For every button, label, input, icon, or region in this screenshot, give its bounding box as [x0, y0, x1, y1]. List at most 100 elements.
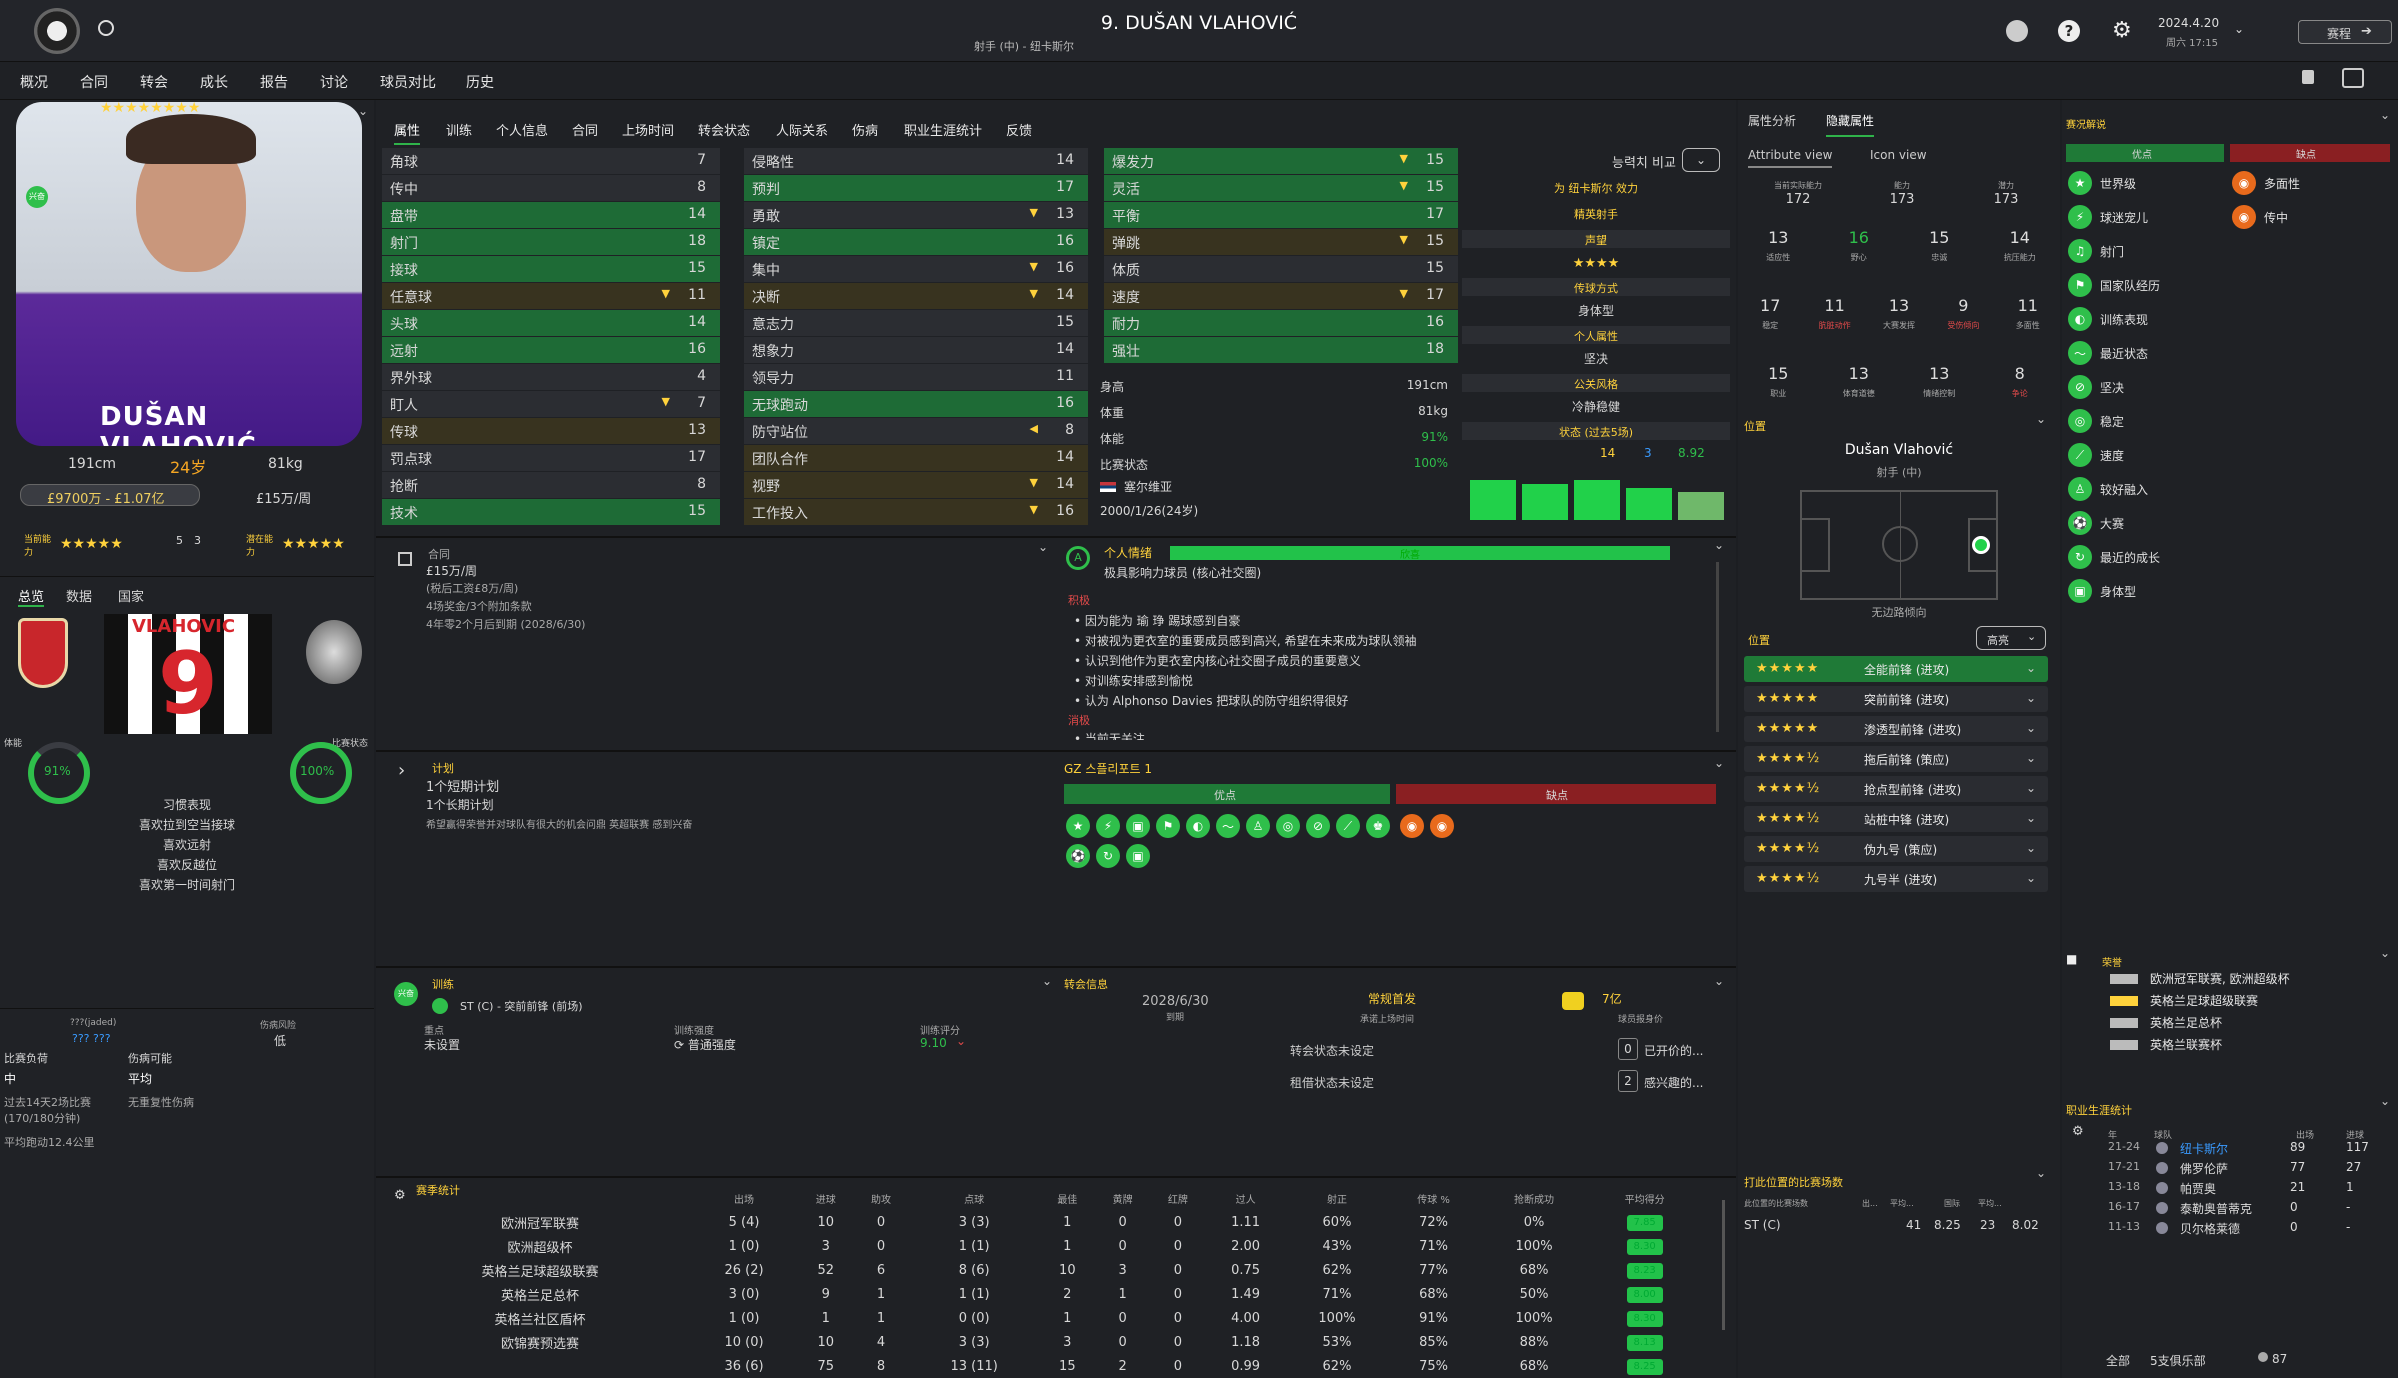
attr-row[interactable]: 盯人 ▼ 7: [382, 391, 720, 417]
positions-list-header[interactable]: 位置: [1748, 634, 1770, 647]
chevron-down-icon[interactable]: ⌄: [2234, 22, 2245, 36]
tab-career-stats[interactable]: 职业生涯统计: [904, 124, 983, 139]
attr-row[interactable]: 接球 15: [382, 256, 720, 282]
chevron-right-icon[interactable]: ›: [398, 760, 406, 781]
attr-row[interactable]: 预判 17: [744, 175, 1088, 201]
career-club[interactable]: 泰勒奥普蒂克: [2180, 1202, 2253, 1216]
attr-row[interactable]: 速度 ▼ 17: [1104, 283, 1458, 309]
stats-header[interactable]: 平均得分: [1624, 1194, 1665, 1206]
tab-relationships[interactable]: 人际关系: [776, 124, 829, 139]
attr-row[interactable]: 角球 7: [382, 148, 720, 174]
table-row[interactable]: 英格兰足球超级联赛 26 (2) 52 6 8 (6) 10 3 0 0.75 62% 77% 68%…: [390, 1258, 1700, 1282]
attr-row[interactable]: 头球 14: [382, 310, 720, 336]
tab-transfer-status[interactable]: 转会状态: [698, 124, 751, 139]
club-crest-icon[interactable]: [306, 620, 362, 684]
attr-row[interactable]: 传中 8: [382, 175, 720, 201]
attr-row[interactable]: 镇定 16: [744, 229, 1088, 255]
table-row[interactable]: 欧锦赛预选赛 10 (0) 10 4 3 (3) 3 0 0 1.18 53% 85% 88% 8.13: [390, 1330, 1700, 1354]
menu-reports[interactable]: 报告: [260, 75, 288, 91]
career-filter-all[interactable]: 全部: [2106, 1354, 2131, 1368]
transfer-title[interactable]: 转会信息: [1064, 978, 1108, 991]
position-role-row[interactable]: ★★★★★ 突前前锋 (进攻) ⌄: [1744, 686, 2048, 712]
club-crest-icon[interactable]: [34, 8, 80, 54]
chevron-down-icon[interactable]: ⌄: [2380, 108, 2391, 122]
attr-row[interactable]: 领导力 11: [744, 364, 1088, 390]
honour-item[interactable]: 英格兰联赛杯: [2150, 1038, 2223, 1052]
national-crest-icon[interactable]: [18, 618, 68, 688]
table-row[interactable]: 欧洲超级杯 1 (0) 3 0 1 (1) 1 0 0 2.00 43% 71% 100% 8.30: [390, 1234, 1700, 1258]
attr-row[interactable]: 体质 15: [1104, 256, 1458, 282]
training-title[interactable]: 训练: [432, 978, 454, 991]
globe-icon[interactable]: [2006, 20, 2028, 42]
attribute-view-toggle[interactable]: Attribute view: [1748, 148, 1833, 168]
highlight-dropdown[interactable]: 高亮 ⌄: [1976, 626, 2046, 650]
search-icon[interactable]: [98, 20, 114, 36]
honour-item[interactable]: 英格兰足球超级联赛: [2150, 994, 2259, 1008]
value-badge[interactable]: £9700万 - £1.07亿: [20, 484, 200, 507]
stats-header[interactable]: 出场: [734, 1194, 755, 1206]
mood-title[interactable]: 个人情绪: [1104, 546, 1153, 560]
attr-row[interactable]: 盘带 14: [382, 202, 720, 228]
tab-attr-analysis[interactable]: 属性分析: [1748, 114, 1797, 128]
stats-header[interactable]: 进球: [815, 1194, 836, 1206]
attr-row[interactable]: 爆发力 ▼ 15: [1104, 148, 1458, 174]
stats-header[interactable]: 助攻: [871, 1194, 892, 1206]
tab-playing-time[interactable]: 上场时间: [622, 124, 675, 139]
menu-development[interactable]: 成长: [200, 75, 228, 91]
interest-count-box[interactable]: 2: [1618, 1070, 1638, 1092]
position-role-row[interactable]: ★★★★★ 渗透型前锋 (进攻) ⌄: [1744, 716, 2048, 742]
position-role-row[interactable]: ★★★★½ 站桩中锋 (进攻) ⌄: [1744, 806, 2048, 832]
stats-header[interactable]: [390, 1186, 690, 1210]
menu-discuss[interactable]: 讨论: [320, 75, 348, 91]
gear-icon[interactable]: ⚙: [394, 1188, 406, 1203]
gear-icon[interactable]: ⚙: [2072, 1124, 2084, 1139]
attr-row[interactable]: 传球 13: [382, 418, 720, 444]
attr-row[interactable]: 任意球 ▼ 11: [382, 283, 720, 309]
attr-row[interactable]: 远射 16: [382, 337, 720, 363]
attr-row[interactable]: 视野 ▼ 14: [744, 472, 1088, 498]
position-role-row[interactable]: ★★★★★ 全能前锋 (进攻) ⌄: [1744, 656, 2048, 682]
attr-row[interactable]: 勇敢 ▼ 13: [744, 202, 1088, 228]
attr-row[interactable]: 抢断 8: [382, 472, 720, 498]
stats-header[interactable]: 过人: [1235, 1194, 1256, 1206]
chevron-down-icon[interactable]: ⌄: [1038, 540, 1049, 554]
stats-header[interactable]: 红牌: [1167, 1194, 1188, 1206]
tab-attributes[interactable]: 属性: [394, 120, 421, 145]
tab-stats[interactable]: 数据: [66, 590, 93, 605]
continue-button[interactable]: 赛程 ➔: [2298, 20, 2392, 44]
honours-title[interactable]: 荣誉: [2102, 958, 2122, 969]
offers-label[interactable]: 已开价的...: [1644, 1044, 1704, 1058]
attr-row[interactable]: 强壮 18: [1104, 337, 1458, 363]
attr-row[interactable]: 防守站位 ◀ 8: [744, 418, 1088, 444]
scrollbar[interactable]: [1722, 1200, 1725, 1330]
table-row[interactable]: 36 (6) 75 8 13 (11) 15 2 0 0.99 62% 75% 68% 8.25: [390, 1354, 1700, 1378]
stats-header[interactable]: 抢断成功: [1514, 1194, 1555, 1206]
help-icon[interactable]: ?: [2058, 20, 2080, 42]
plans-title[interactable]: 计划: [432, 762, 454, 775]
attr-row[interactable]: 想象力 14: [744, 337, 1088, 363]
attr-row[interactable]: 耐力 16: [1104, 310, 1458, 336]
menu-history[interactable]: 历史: [466, 75, 494, 91]
gear-icon[interactable]: ⚙: [2112, 18, 2132, 43]
menu-contract[interactable]: 合同: [80, 75, 108, 91]
tab-feedback[interactable]: 反馈: [1006, 124, 1033, 139]
tab-training[interactable]: 训练: [446, 124, 473, 139]
attr-row[interactable]: 射门 18: [382, 229, 720, 255]
offers-count-box[interactable]: 0: [1618, 1038, 1638, 1060]
career-filter-clubs[interactable]: 5支俱乐部: [2150, 1354, 2206, 1368]
attr-row[interactable]: 技术 15: [382, 499, 720, 525]
attr-row[interactable]: 决断 ▼ 14: [744, 283, 1088, 309]
chevron-down-icon[interactable]: ⌄: [2380, 1094, 2391, 1108]
position-role-row[interactable]: ★★★★½ 拖后前锋 (策应) ⌄: [1744, 746, 2048, 772]
tab-overview[interactable]: 总览: [18, 586, 45, 607]
screen-icon[interactable]: [2342, 68, 2364, 88]
contract-title[interactable]: 合同: [428, 548, 450, 561]
icon-view-toggle[interactable]: Icon view: [1870, 148, 1927, 162]
attr-row[interactable]: 界外球 4: [382, 364, 720, 390]
table-row[interactable]: 欧洲冠军联赛 5 (4) 10 0 3 (3) 1 0 0 1.11 60% 72% 0% 7.85: [390, 1210, 1700, 1234]
table-row[interactable]: 英格兰社区盾杯 1 (0) 1 1 0 (0) 1 0 0 4.00 100% 91% 100% 8.3…: [390, 1306, 1700, 1330]
chevron-down-icon[interactable]: ⌄: [2036, 412, 2047, 426]
career-club[interactable]: 帕贾奥: [2180, 1182, 2217, 1196]
menu-transfer[interactable]: 转会: [140, 75, 168, 91]
training-focus-value[interactable]: 未设置: [424, 1038, 461, 1052]
